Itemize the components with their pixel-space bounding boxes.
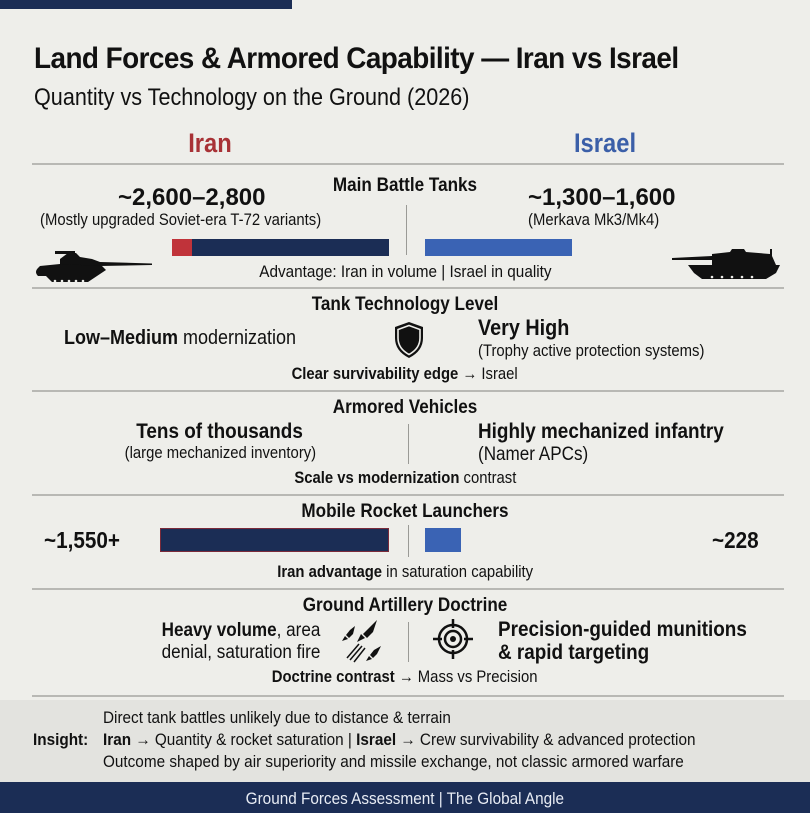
israel-tech-level: Very High xyxy=(478,315,570,340)
insight-panel xyxy=(0,700,810,782)
merkava-tank-silhouette-icon xyxy=(672,249,780,279)
iran-artillery-description: Heavy volume, area denial, saturation fi… xyxy=(161,620,320,663)
iran-armored-count: Tens of thousands xyxy=(136,420,304,443)
iran-tank-bar-accent xyxy=(172,239,192,256)
center-divider xyxy=(408,525,409,557)
page-subtitle: Quantity vs Technology on the Ground (20… xyxy=(34,84,470,111)
section-title: Ground Artillery Doctrine xyxy=(302,595,508,616)
divider xyxy=(32,588,784,590)
tech-summary: Clear survivability edge → Israel xyxy=(291,365,519,383)
divider xyxy=(32,494,784,496)
artillery-summary: Doctrine contrast → Mass vs Precision xyxy=(272,668,538,686)
iran-tank-note: (Mostly upgraded Soviet-era T-72 variant… xyxy=(40,211,322,229)
center-divider xyxy=(408,424,409,464)
center-divider xyxy=(406,205,407,255)
iran-tank-count: ~2,600–2,800 xyxy=(118,184,266,211)
section-title: Mobile Rocket Launchers xyxy=(301,501,509,522)
page-title: Land Forces & Armored Capability — Iran … xyxy=(34,42,679,75)
divider xyxy=(32,390,784,392)
israel-tank-count: ~1,300–1,600 xyxy=(528,184,676,211)
column-header-iran: Iran xyxy=(188,128,232,158)
israel-rocket-count: ~228 xyxy=(712,527,759,553)
israel-tank-note: (Merkava Mk3/Mk4) xyxy=(528,211,660,229)
center-divider xyxy=(408,622,409,662)
armored-summary: Scale vs modernization contrast xyxy=(293,469,517,487)
rocket-summary: Iran advantage in saturation capability xyxy=(277,563,533,581)
insight-line-1: Direct tank battles unlikely due to dist… xyxy=(103,708,451,727)
israel-tank-bar xyxy=(425,239,572,256)
israel-armored-description: Highly mechanized infantry xyxy=(478,420,724,443)
insight-label: Insight: xyxy=(33,730,89,749)
divider xyxy=(32,287,784,289)
divider xyxy=(32,695,784,697)
column-header-israel: Israel xyxy=(573,128,637,158)
top-accent-bar xyxy=(0,0,292,9)
insight-line-3: Outcome shaped by air superiority and mi… xyxy=(103,752,684,771)
iran-rocket-count: ~1,550+ xyxy=(44,527,120,553)
israel-armored-note: (Namer APCs) xyxy=(478,444,589,465)
section-title: Tank Technology Level xyxy=(311,294,499,315)
iran-armored-note: (large mechanized inventory) xyxy=(124,444,316,462)
tanks-summary: Advantage: Iran in volume | Israel in qu… xyxy=(258,262,552,281)
insight-line-2: Iran → Quantity & rocket saturation | Is… xyxy=(103,730,696,749)
shield-icon xyxy=(395,322,423,358)
footer-banner: Ground Forces Assessment | The Global An… xyxy=(0,782,810,813)
rockets-icon xyxy=(342,620,381,663)
tank-silhouette-icon xyxy=(36,251,152,283)
iran-tech-level: Low–Medium modernization xyxy=(64,327,297,349)
divider xyxy=(32,163,784,165)
iran-tank-bar xyxy=(192,239,389,256)
section-title: Main Battle Tanks xyxy=(332,175,478,196)
israel-rocket-bar xyxy=(425,528,461,552)
crosshair-target-icon xyxy=(433,619,473,659)
israel-tech-note: (Trophy active protection systems) xyxy=(478,342,705,360)
section-title: Armored Vehicles xyxy=(332,397,478,418)
israel-artillery-description: Precision-guided munitions & rapid targe… xyxy=(498,618,747,664)
iran-rocket-bar xyxy=(160,528,389,552)
